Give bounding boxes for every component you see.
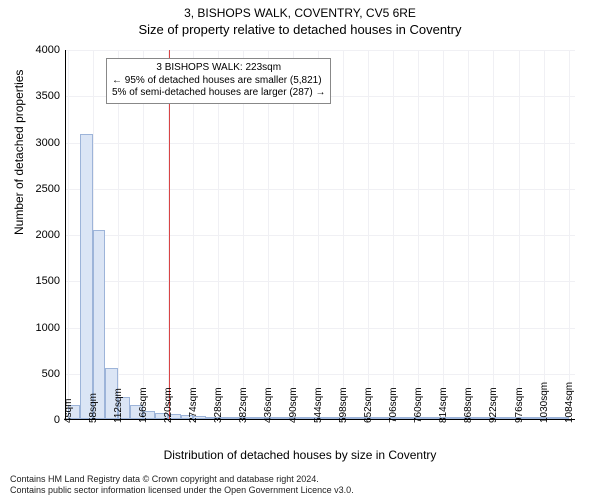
x-tick-label: 544sqm (313, 387, 324, 423)
x-tick-label: 1030sqm (539, 382, 550, 423)
v-gridline (118, 50, 119, 419)
annotation-box: 3 BISHOPS WALK: 223sqm ← 95% of detached… (106, 58, 331, 104)
y-tick-label: 1000 (36, 322, 66, 334)
v-gridline (519, 50, 520, 419)
x-tick-label: 382sqm (238, 387, 249, 423)
x-tick-label: 274sqm (188, 387, 199, 423)
reference-line (169, 50, 170, 419)
plot-wrap: 3 BISHOPS WALK: 223sqm ← 95% of detached… (65, 50, 575, 420)
page-subtitle: Size of property relative to detached ho… (0, 20, 600, 37)
y-tick-label: 500 (42, 368, 66, 380)
histogram-bar (93, 230, 106, 419)
footer-line-1: Contains HM Land Registry data © Crown c… (10, 474, 354, 485)
y-tick-label: 4000 (36, 44, 66, 56)
v-gridline (343, 50, 344, 419)
x-tick-label: 220sqm (163, 387, 174, 423)
v-gridline (193, 50, 194, 419)
page-title-address: 3, BISHOPS WALK, COVENTRY, CV5 6RE (0, 0, 600, 20)
v-gridline (143, 50, 144, 419)
x-tick-label: 112sqm (113, 388, 124, 423)
x-tick-label: 166sqm (138, 387, 149, 423)
v-gridline (468, 50, 469, 419)
x-tick-label: 490sqm (288, 387, 299, 423)
x-tick-label: 760sqm (413, 387, 424, 423)
annotation-line-1: 3 BISHOPS WALK: 223sqm (112, 62, 325, 75)
x-tick-label: 4sqm (63, 399, 74, 423)
x-tick-label: 922sqm (488, 387, 499, 423)
v-gridline (569, 50, 570, 419)
x-tick-label: 58sqm (88, 393, 99, 423)
x-tick-label: 814sqm (438, 387, 449, 423)
x-tick-label: 976sqm (514, 387, 525, 423)
x-tick-label: 436sqm (263, 387, 274, 423)
v-gridline (268, 50, 269, 419)
v-gridline (68, 50, 69, 419)
x-tick-label: 598sqm (338, 387, 349, 423)
v-gridline (443, 50, 444, 419)
x-tick-label: 706sqm (388, 387, 399, 423)
histogram-bar (80, 134, 93, 419)
y-tick-label: 2000 (36, 229, 66, 241)
y-tick-label: 2500 (36, 183, 66, 195)
annotation-line-3: 5% of semi-detached houses are larger (2… (112, 87, 325, 100)
v-gridline (418, 50, 419, 419)
footer-line-2: Contains public sector information licen… (10, 485, 354, 496)
v-gridline (544, 50, 545, 419)
x-axis-label: Distribution of detached houses by size … (0, 448, 600, 462)
y-axis-label: Number of detached properties (12, 70, 26, 235)
x-tick-label: 328sqm (213, 387, 224, 423)
v-gridline (368, 50, 369, 419)
gridlines (66, 50, 575, 419)
v-gridline (493, 50, 494, 419)
v-gridline (218, 50, 219, 419)
x-tick-label: 868sqm (463, 387, 474, 423)
v-gridline (293, 50, 294, 419)
annotation-line-2: ← 95% of detached houses are smaller (5,… (112, 75, 325, 88)
y-tick-label: 3000 (36, 137, 66, 149)
y-tick-label: 1500 (36, 275, 66, 287)
y-tick-label: 3500 (36, 90, 66, 102)
v-gridline (393, 50, 394, 419)
x-tick-label: 652sqm (363, 387, 374, 423)
plot-area: 3 BISHOPS WALK: 223sqm ← 95% of detached… (65, 50, 575, 420)
v-gridline (318, 50, 319, 419)
x-tick-label: 1084sqm (564, 382, 575, 423)
v-gridline (243, 50, 244, 419)
footer: Contains HM Land Registry data © Crown c… (10, 474, 354, 497)
chart-container: 3, BISHOPS WALK, COVENTRY, CV5 6RE Size … (0, 0, 600, 500)
